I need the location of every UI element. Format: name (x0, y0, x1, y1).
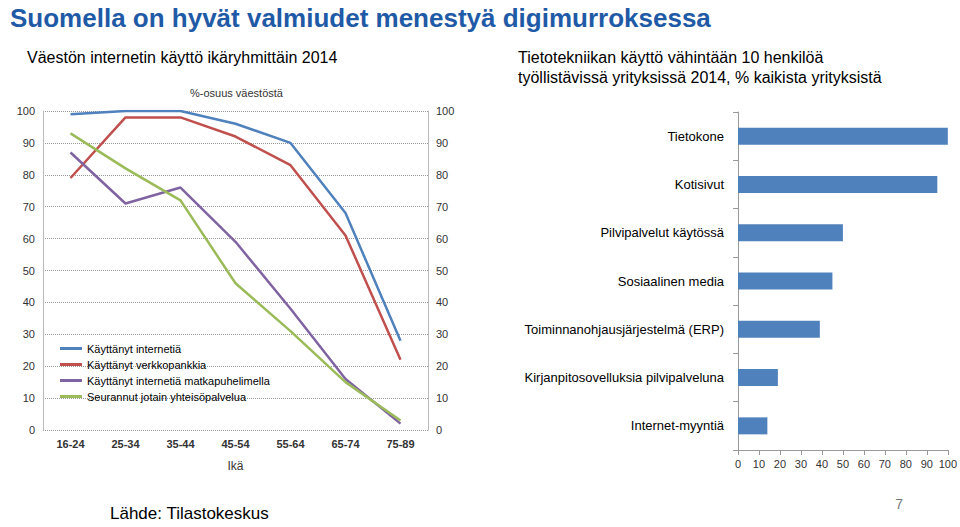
svg-text:Ikä: Ikä (227, 459, 243, 473)
svg-text:Toiminnanohjausjärjestelmä (ER: Toiminnanohjausjärjestelmä (ERP) (525, 322, 724, 337)
svg-text:Lähde: Tilastokeskus: Lähde: Tilastokeskus (110, 504, 269, 523)
svg-text:Kotisivut: Kotisivut (675, 177, 725, 192)
svg-text:20: 20 (23, 360, 35, 372)
svg-text:35-44: 35-44 (166, 438, 195, 450)
svg-text:Suomella on hyvät valmiudet me: Suomella on hyvät valmiudet menestyä dig… (10, 3, 711, 33)
svg-text:55-64: 55-64 (276, 438, 305, 450)
svg-text:90: 90 (921, 458, 933, 470)
svg-text:100: 100 (939, 458, 957, 470)
svg-text:työllistävissä yrityksissä 201: työllistävissä yrityksissä 2014, % kaiki… (518, 69, 882, 86)
svg-text:10: 10 (23, 392, 35, 404)
svg-text:Seurannut jotain yhteisöpalvel: Seurannut jotain yhteisöpalvelua (87, 391, 247, 403)
svg-text:Käyttänyt verkkopankkia: Käyttänyt verkkopankkia (87, 359, 207, 371)
svg-text:10: 10 (753, 458, 765, 470)
svg-text:Kirjanpitosovelluksia pilvipal: Kirjanpitosovelluksia pilvipalveluna (525, 370, 725, 385)
svg-text:100: 100 (17, 105, 35, 117)
svg-text:90: 90 (23, 137, 35, 149)
svg-text:70: 70 (23, 201, 35, 213)
svg-text:80: 80 (436, 169, 448, 181)
svg-text:30: 30 (436, 328, 448, 340)
svg-text:50: 50 (837, 458, 849, 470)
svg-text:80: 80 (23, 169, 35, 181)
svg-text:16-24: 16-24 (56, 438, 85, 450)
svg-text:45-54: 45-54 (221, 438, 250, 450)
svg-text:50: 50 (436, 265, 448, 277)
svg-text:90: 90 (436, 137, 448, 149)
svg-text:Käyttänyt internetiä matkapuhe: Käyttänyt internetiä matkapuhelimella (87, 375, 271, 387)
svg-text:%-osuus väestöstä: %-osuus väestöstä (190, 87, 284, 99)
svg-text:0: 0 (735, 458, 741, 470)
svg-text:40: 40 (23, 296, 35, 308)
svg-text:25-34: 25-34 (111, 438, 140, 450)
svg-text:0: 0 (29, 424, 35, 436)
svg-text:60: 60 (858, 458, 870, 470)
svg-text:Väestön internetin käyttö ikär: Väestön internetin käyttö ikäryhmittäin … (27, 49, 338, 66)
svg-text:30: 30 (795, 458, 807, 470)
svg-text:Käyttänyt internetiä: Käyttänyt internetiä (87, 343, 182, 355)
svg-text:20: 20 (436, 360, 448, 372)
svg-text:60: 60 (436, 233, 448, 245)
svg-text:Pilvipalvelut käytössä: Pilvipalvelut käytössä (600, 225, 724, 240)
svg-text:60: 60 (23, 233, 35, 245)
svg-text:Tietokone: Tietokone (667, 129, 724, 144)
svg-text:10: 10 (436, 392, 448, 404)
svg-text:70: 70 (436, 201, 448, 213)
svg-text:7: 7 (895, 496, 903, 512)
svg-text:30: 30 (23, 328, 35, 340)
svg-text:40: 40 (436, 296, 448, 308)
svg-text:80: 80 (900, 458, 912, 470)
svg-text:50: 50 (23, 265, 35, 277)
svg-text:70: 70 (879, 458, 891, 470)
svg-text:Sosiaalinen media: Sosiaalinen media (618, 274, 725, 289)
svg-text:20: 20 (774, 458, 786, 470)
svg-text:100: 100 (436, 105, 454, 117)
svg-text:75-89: 75-89 (386, 438, 414, 450)
svg-text:Tietotekniikan käyttö vähintää: Tietotekniikan käyttö vähintään 10 henki… (518, 49, 823, 66)
svg-text:Internet-myyntiä: Internet-myyntiä (631, 418, 725, 433)
svg-text:65-74: 65-74 (331, 438, 360, 450)
svg-text:0: 0 (436, 424, 442, 436)
svg-text:40: 40 (816, 458, 828, 470)
